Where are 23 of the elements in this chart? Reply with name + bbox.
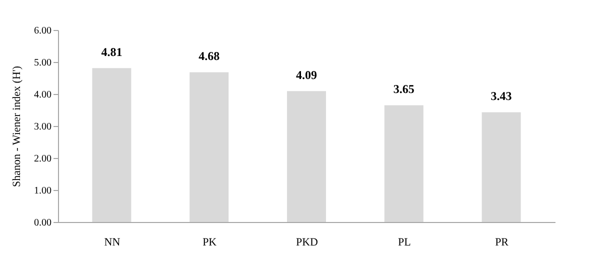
x-tick-label: NN — [104, 236, 120, 248]
y-tick-label: 2.00 — [34, 154, 52, 164]
data-label: 3.43 — [490, 89, 512, 104]
bar — [190, 72, 229, 222]
bar — [92, 68, 132, 222]
y-tick-label: 0.00 — [34, 218, 52, 228]
data-label: 4.09 — [296, 68, 317, 82]
data-label: 3.65 — [393, 82, 414, 96]
data-label: 4.68 — [198, 49, 220, 64]
bar — [287, 91, 326, 222]
y-tick-label: 3.00 — [34, 122, 52, 132]
y-tick-label: 5.00 — [34, 58, 52, 68]
y-tick-label: 6.00 — [34, 26, 52, 36]
x-tick-label: PR — [495, 236, 510, 248]
x-tick-label: PL — [398, 236, 412, 248]
y-axis-title: Shanon - Wiener index (H') — [11, 66, 23, 188]
x-tick-label: PKD — [296, 236, 318, 248]
x-tick-label: PK — [202, 236, 217, 248]
bar — [482, 112, 521, 222]
data-label: 4.81 — [101, 45, 122, 60]
y-tick-label: 1.00 — [34, 186, 52, 196]
y-tick-label: 4.00 — [34, 90, 52, 100]
bar — [384, 105, 424, 222]
